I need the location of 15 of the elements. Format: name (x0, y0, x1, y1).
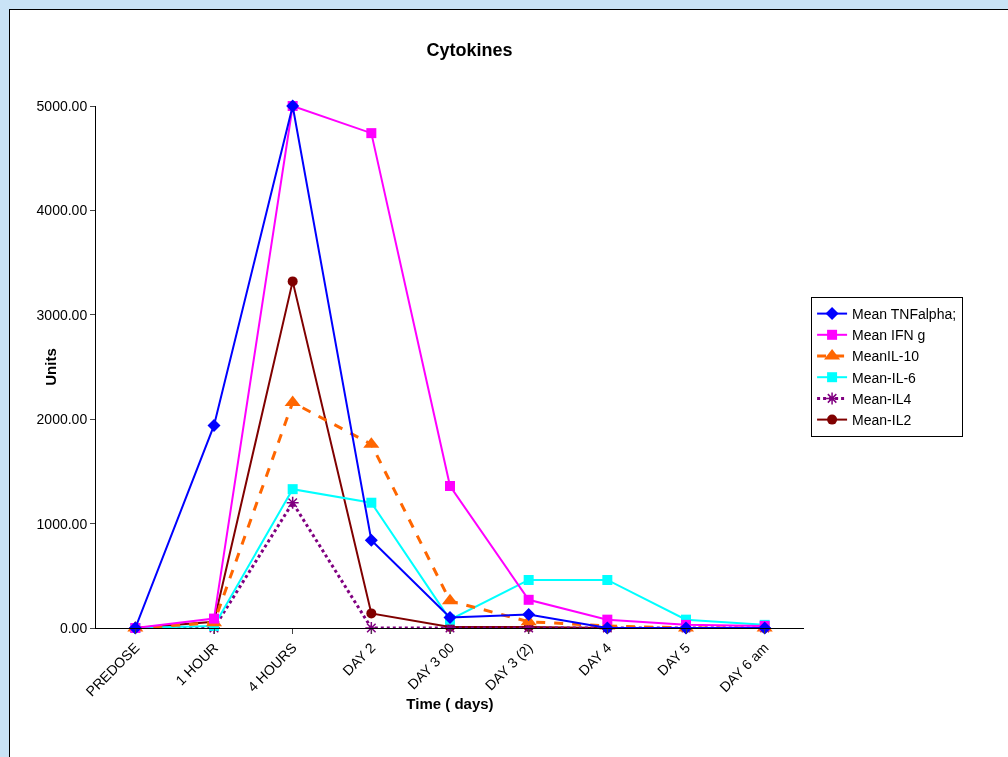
legend-label: Mean-IL4 (852, 390, 912, 407)
y-tick-label: 5000.00 (36, 97, 88, 114)
y-tick-label: 0.00 (59, 619, 88, 636)
legend-label: Mean-IL-6 (852, 369, 917, 386)
legend-label: Mean IFN g (852, 327, 926, 344)
y-tick-label: 3000.00 (36, 306, 88, 323)
y-tick-label: 2000.00 (36, 411, 88, 428)
chart-title: Cytokines (426, 40, 513, 61)
y-tick-label: 1000.00 (36, 515, 88, 532)
x-axis-title: Time ( days) (406, 695, 494, 713)
legend-label: Mean-IL2 (852, 412, 912, 429)
legend-label: MeanIL-10 (852, 348, 920, 365)
y-axis-title: Units (42, 348, 59, 386)
y-tick-label: 4000.00 (36, 202, 88, 219)
legend-label: Mean TNFalpha; (852, 306, 957, 323)
